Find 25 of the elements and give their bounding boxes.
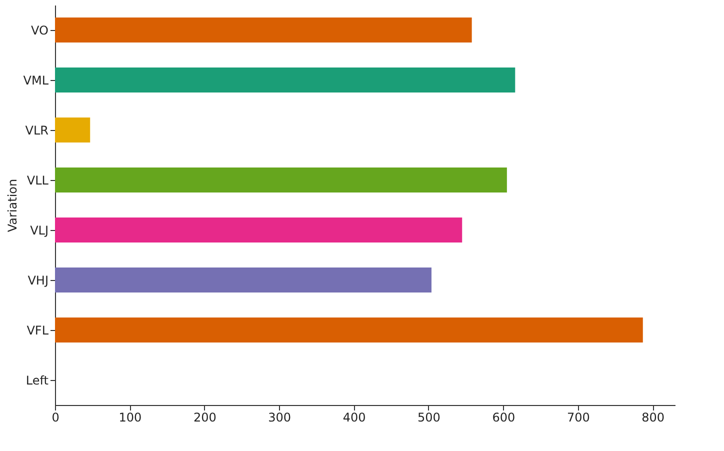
bar (55, 318, 643, 342)
x-tick-label: 700 (566, 410, 590, 424)
bar (55, 168, 507, 192)
y-tick-label: VLJ (30, 224, 48, 238)
bar (55, 218, 462, 242)
bar (55, 118, 90, 142)
x-tick-label: 800 (642, 410, 665, 424)
y-tick-label: VHJ (28, 274, 48, 288)
bar (55, 268, 432, 292)
x-tick-label: 500 (418, 410, 440, 424)
x-tick-label: 400 (342, 410, 366, 424)
y-tick-label: VFL (26, 324, 49, 338)
y-tick-label: VLL (26, 174, 49, 188)
x-tick-label: 200 (193, 410, 216, 424)
bar (55, 18, 472, 42)
y-tick-label: VO (31, 24, 48, 38)
x-tick-label: 0 (52, 410, 60, 424)
x-tick-label: 600 (492, 410, 516, 424)
y-tick-label: VLR (25, 124, 48, 138)
x-tick-label: 300 (268, 410, 292, 424)
y-axis-title: Variation (5, 178, 20, 232)
x-tick-label: 100 (118, 410, 142, 424)
y-tick-label: Left (26, 374, 49, 388)
y-tick-label: VML (23, 74, 49, 88)
bar (55, 68, 516, 92)
